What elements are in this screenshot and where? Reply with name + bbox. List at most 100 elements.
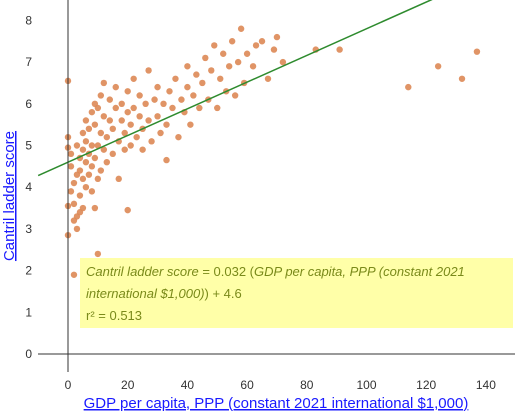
data-point[interactable] (405, 83, 412, 91)
data-point[interactable] (243, 50, 251, 57)
data-point[interactable] (73, 225, 81, 233)
data-point[interactable] (199, 79, 206, 87)
data-point[interactable] (76, 167, 84, 174)
data-point[interactable] (88, 142, 96, 149)
data-point[interactable] (190, 92, 197, 99)
data-point[interactable] (103, 133, 111, 141)
data-point[interactable] (91, 154, 99, 162)
data-point[interactable] (79, 146, 87, 153)
data-point[interactable] (196, 104, 203, 112)
data-point[interactable] (67, 163, 75, 170)
data-point[interactable] (109, 150, 116, 158)
data-point[interactable] (270, 46, 278, 53)
data-point[interactable] (70, 200, 78, 208)
data-point[interactable] (100, 113, 108, 120)
data-point[interactable] (184, 63, 191, 70)
data-point[interactable] (145, 117, 152, 124)
data-point[interactable] (136, 92, 143, 99)
y-axis-title[interactable]: Cantril ladder score (1, 131, 18, 261)
data-point[interactable] (458, 75, 466, 82)
data-point[interactable] (70, 179, 78, 187)
data-point[interactable] (127, 121, 134, 128)
data-point[interactable] (97, 167, 105, 174)
data-point[interactable] (97, 129, 105, 137)
data-point[interactable] (434, 63, 442, 70)
data-point[interactable] (157, 129, 164, 137)
data-point[interactable] (106, 117, 113, 124)
data-point[interactable] (202, 54, 209, 62)
data-point[interactable] (124, 206, 131, 214)
data-point[interactable] (139, 146, 146, 153)
data-point[interactable] (133, 133, 140, 141)
data-point[interactable] (91, 121, 99, 128)
data-point[interactable] (151, 96, 158, 103)
data-point[interactable] (163, 156, 170, 164)
data-point[interactable] (100, 79, 108, 87)
data-point[interactable] (91, 204, 99, 212)
data-point[interactable] (279, 58, 287, 66)
data-point[interactable] (184, 83, 191, 91)
data-point[interactable] (154, 83, 161, 91)
data-point[interactable] (220, 50, 227, 57)
data-point[interactable] (172, 75, 179, 82)
data-point[interactable] (88, 108, 96, 116)
data-point[interactable] (208, 67, 215, 74)
data-point[interactable] (136, 113, 143, 120)
data-point[interactable] (178, 96, 185, 103)
data-point[interactable] (237, 25, 245, 32)
data-point[interactable] (121, 146, 128, 153)
data-point[interactable] (169, 104, 176, 112)
data-point[interactable] (160, 100, 167, 108)
data-point[interactable] (154, 113, 161, 120)
data-point[interactable] (163, 121, 170, 128)
data-point[interactable] (97, 92, 105, 99)
data-point[interactable] (127, 142, 134, 149)
data-point[interactable] (264, 75, 272, 82)
data-point[interactable] (94, 142, 102, 149)
data-point[interactable] (187, 121, 194, 128)
data-point[interactable] (148, 138, 155, 145)
data-point[interactable] (73, 142, 81, 149)
data-point[interactable] (130, 104, 137, 112)
data-point[interactable] (473, 48, 481, 55)
data-point[interactable] (142, 100, 149, 108)
data-point[interactable] (258, 38, 266, 45)
data-point[interactable] (145, 67, 152, 74)
data-point[interactable] (109, 125, 116, 133)
data-point[interactable] (112, 83, 119, 91)
data-point[interactable] (94, 175, 102, 183)
data-point[interactable] (166, 88, 173, 95)
data-point[interactable] (193, 71, 200, 78)
data-point[interactable] (79, 129, 87, 137)
data-point[interactable] (118, 117, 125, 124)
data-point[interactable] (211, 42, 218, 49)
data-point[interactable] (76, 192, 84, 199)
data-point[interactable] (70, 271, 78, 278)
data-point[interactable] (124, 88, 131, 95)
x-axis-title[interactable]: GDP per capita, PPP (constant 2021 inter… (84, 395, 469, 412)
data-point[interactable] (273, 33, 281, 41)
data-point[interactable] (234, 58, 242, 66)
data-point[interactable] (217, 75, 224, 82)
data-point[interactable] (175, 133, 182, 141)
data-point[interactable] (228, 38, 236, 45)
data-point[interactable] (106, 96, 113, 103)
data-point[interactable] (231, 92, 239, 99)
data-point[interactable] (94, 250, 102, 258)
data-point[interactable] (94, 104, 102, 112)
data-point[interactable] (100, 146, 108, 153)
data-point[interactable] (82, 117, 90, 124)
data-point[interactable] (82, 138, 90, 145)
data-point[interactable] (103, 158, 111, 166)
data-point[interactable] (67, 188, 75, 195)
data-point[interactable] (214, 104, 221, 112)
data-point[interactable] (112, 104, 119, 112)
data-point[interactable] (82, 184, 90, 191)
data-point[interactable] (252, 42, 260, 49)
data-point[interactable] (85, 171, 93, 178)
data-point[interactable] (225, 63, 233, 70)
data-point[interactable] (130, 75, 137, 82)
data-point[interactable] (85, 125, 93, 133)
data-point[interactable] (118, 100, 125, 108)
data-point[interactable] (121, 129, 128, 137)
